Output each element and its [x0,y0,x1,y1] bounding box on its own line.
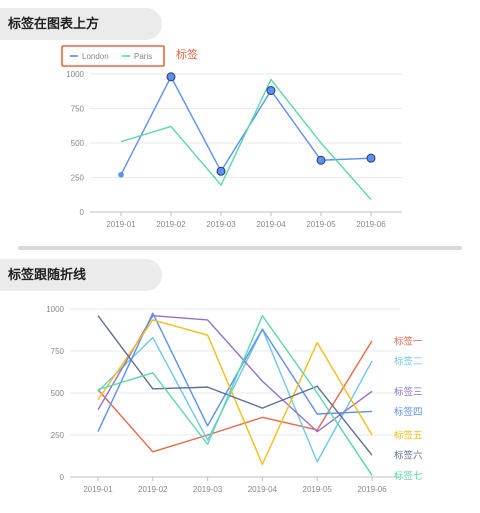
x-tick-label: 2019-05 [306,220,336,229]
y-tick-label: 0 [60,473,65,482]
x-tick-label: 2019-04 [256,220,286,229]
series-line-1 [120,78,372,201]
y-tick-label: 250 [51,431,65,440]
series-end-label: 标签五 [394,430,423,442]
data-point [118,171,124,178]
x-tick-label: 2019-02 [156,220,186,229]
series-line-6 [97,315,373,476]
section-divider [18,246,462,250]
series-end-label: 标签三 [394,386,423,398]
x-tick-label: 2019-01 [83,485,113,494]
data-point [316,155,326,165]
series-end-label: 标签一 [394,335,423,347]
series-line-1 [97,328,373,463]
y-tick-label: 250 [71,174,85,183]
section-title-above: 标签在图表上方 [0,8,162,40]
legend-label: Paris [134,52,152,61]
x-tick-label: 2019-02 [138,485,168,494]
legend-label: London [82,52,109,61]
y-tick-label: 0 [80,208,85,217]
series-line-4 [97,319,373,466]
x-tick-label: 2019-03 [193,485,223,494]
x-tick-label: 2019-06 [357,485,387,494]
section-title-follow: 标签跟随折线 [0,259,162,291]
series-end-label: 标签二 [394,356,423,368]
x-tick-label: 2019-03 [206,220,236,229]
legend-annotation: 标签 [176,47,198,61]
series-end-label: 标签六 [394,450,423,462]
data-point [216,166,226,176]
data-point [366,153,376,163]
data-point [266,86,276,96]
series-end-label: 标签四 [394,406,423,418]
y-tick-label: 500 [71,139,85,148]
series-line-5 [97,315,373,456]
legend-highlight-box [61,45,165,67]
x-tick-label: 2019-04 [248,485,278,494]
data-point [166,72,176,82]
series-end-label: 标签七 [394,470,423,482]
x-tick-label: 2019-06 [356,220,386,229]
y-tick-label: 1000 [46,305,64,314]
y-tick-label: 500 [51,389,65,398]
y-tick-label: 1000 [66,70,84,79]
series-line-0 [97,340,373,453]
x-tick-label: 2019-05 [303,485,333,494]
y-tick-label: 750 [51,347,65,356]
x-tick-label: 2019-01 [106,220,136,229]
y-tick-label: 750 [71,105,85,114]
chart-labels-above: 0 250 500 750 1000 2019-01 2019-02 2019-03 2019-… [61,45,402,229]
